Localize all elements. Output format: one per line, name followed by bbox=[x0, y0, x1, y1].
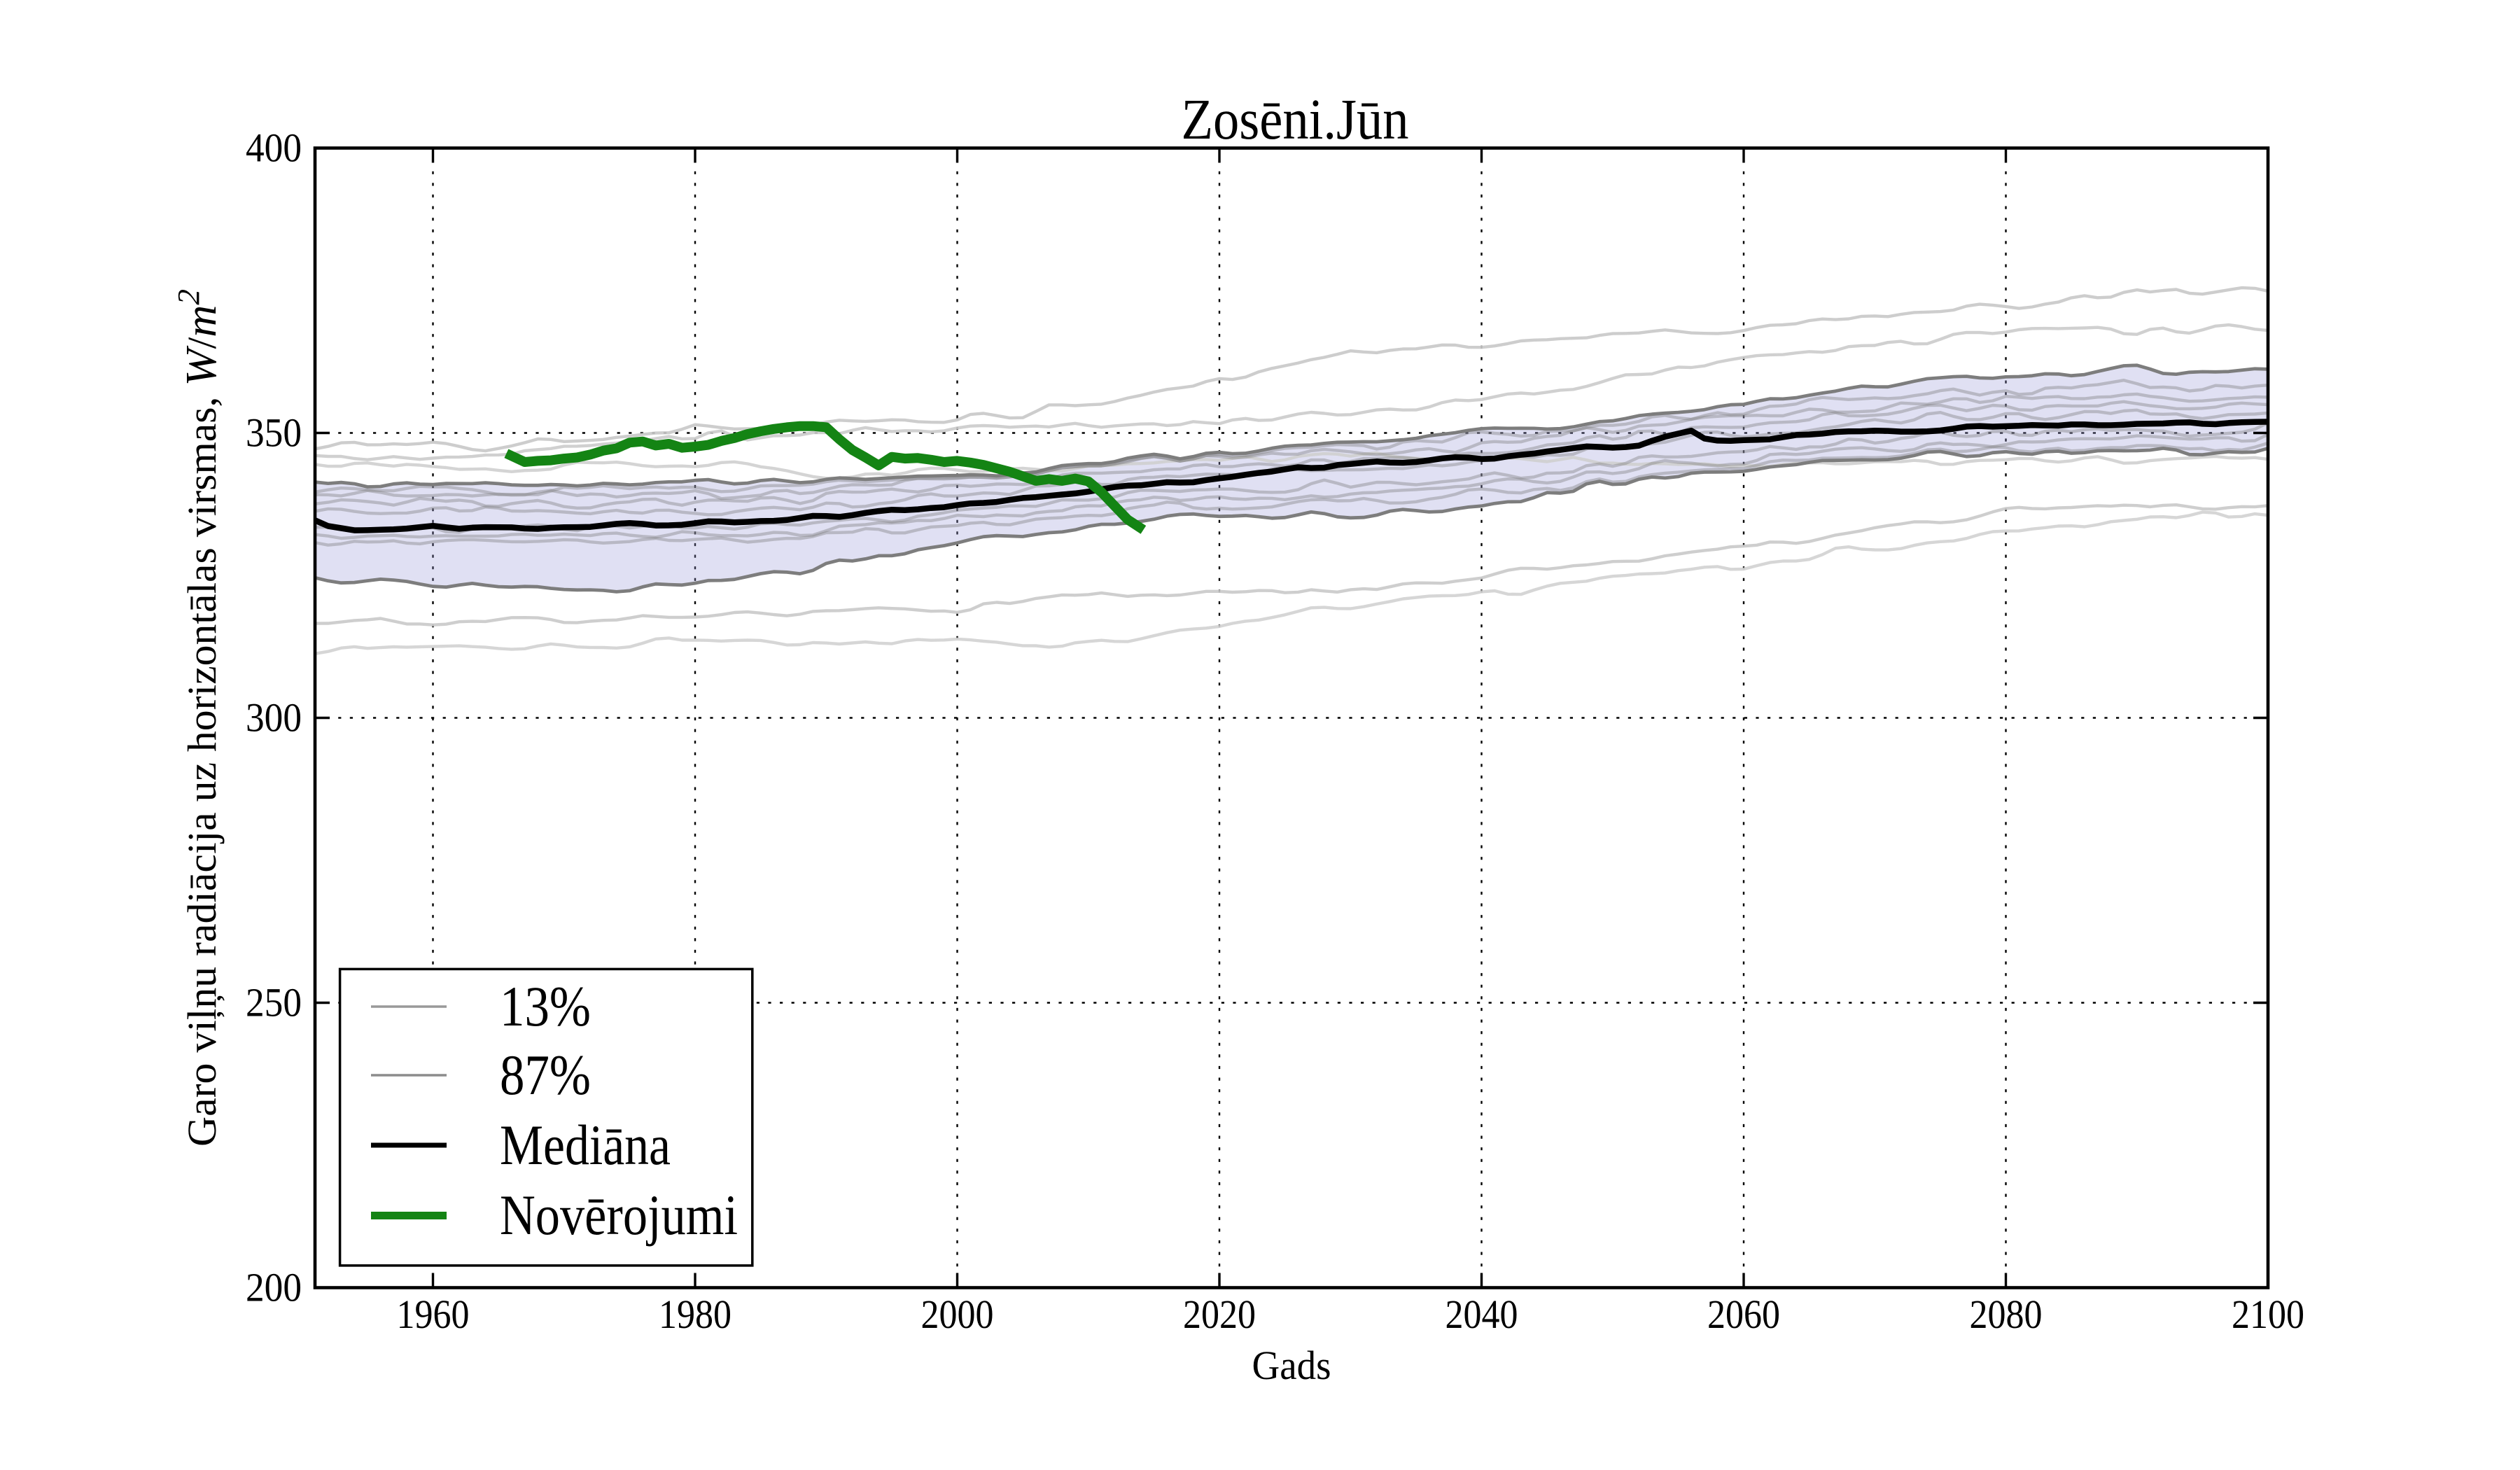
svg-text:1960: 1960 bbox=[397, 1292, 470, 1337]
svg-text:350: 350 bbox=[246, 410, 302, 456]
svg-text:Mediāna: Mediāna bbox=[500, 1113, 671, 1177]
svg-text:200: 200 bbox=[246, 1265, 302, 1310]
svg-text:400: 400 bbox=[246, 125, 302, 171]
svg-text:87%: 87% bbox=[500, 1043, 591, 1107]
svg-text:2080: 2080 bbox=[1970, 1292, 2043, 1337]
svg-text:Novērojumi: Novērojumi bbox=[500, 1183, 738, 1247]
svg-text:250: 250 bbox=[246, 980, 302, 1026]
svg-text:13%: 13% bbox=[500, 974, 591, 1038]
svg-text:2040: 2040 bbox=[1446, 1292, 1518, 1337]
svg-text:2060: 2060 bbox=[1707, 1292, 1780, 1337]
svg-text:2000: 2000 bbox=[921, 1292, 994, 1337]
svg-text:2020: 2020 bbox=[1183, 1292, 1256, 1337]
svg-text:Gads: Gads bbox=[1252, 1343, 1331, 1388]
svg-text:2100: 2100 bbox=[2232, 1292, 2304, 1337]
svg-text:Garo viļņu radiācija uz horizo: Garo viļņu radiācija uz horizontālas vir… bbox=[172, 289, 225, 1147]
svg-text:Zosēni.Jūn: Zosēni.Jūn bbox=[1182, 87, 1409, 151]
svg-text:1980: 1980 bbox=[659, 1292, 732, 1337]
svg-text:300: 300 bbox=[246, 695, 302, 741]
